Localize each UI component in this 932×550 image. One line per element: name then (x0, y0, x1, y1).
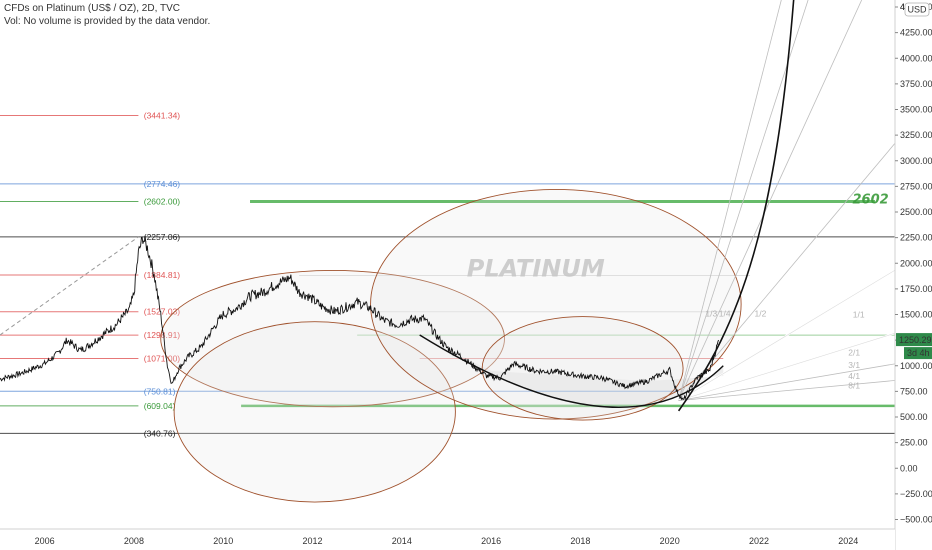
x-tick-label-7: 2020 (660, 536, 680, 546)
x-tick-label-5: 2016 (481, 536, 501, 546)
y-tick-label-16: 500.00 (900, 412, 928, 422)
price-layer (0, 236, 720, 401)
chart-subtitle: Vol: No volume is provided by the data v… (4, 16, 211, 27)
level-label-7: (1071.00) (144, 353, 181, 363)
y-tick-label-8: 2500.00 (900, 207, 932, 217)
y-tick-label-7: 2750.00 (900, 181, 932, 191)
x-tick-label-8: 2022 (749, 536, 769, 546)
level-label-10: (340.76) (144, 428, 176, 438)
last-price-label: 1250.29 (899, 335, 932, 345)
y-tick-label-6: 3000.00 (900, 156, 932, 166)
price-axis-bg (895, 0, 932, 550)
shaded-region (419, 335, 724, 408)
x-tick-label-0: 2006 (35, 536, 55, 546)
curve-layer (419, 0, 795, 412)
y-tick-label-5: 3250.00 (900, 130, 932, 140)
y-top-label: 4 (900, 2, 905, 12)
fan-line-6 (678, 357, 932, 401)
fan-label-6: 4/1 (848, 371, 860, 381)
time-axis-bg (0, 529, 895, 550)
price-series (0, 236, 720, 401)
fan-label-0: 1/3 (705, 309, 717, 319)
y-tick-label-17: 250.00 (900, 438, 928, 448)
chart-title: CFDs on Platinum (US$ / OZ), 2D, TVC (4, 3, 180, 14)
x-tick-label-1: 2008 (124, 536, 144, 546)
dashed-trend (0, 236, 139, 336)
level-label-9: (609.04) (144, 401, 176, 411)
currency-label: USD (907, 5, 927, 15)
level-label-0: (3441.34) (144, 111, 181, 121)
fan-label-4: 2/1 (848, 348, 860, 358)
levels-layer: (3441.34) (2774.46) (2602.00) (2257.06) (188… (0, 111, 932, 438)
level-label-5: (1527.03) (144, 307, 181, 317)
y-tick-label-11: 1750.00 (900, 284, 932, 294)
currency-badge (904, 2, 930, 17)
countdown-label: 3d 4h (907, 348, 930, 358)
fan-line-0 (678, 0, 782, 401)
countdown-badge (904, 347, 932, 360)
annotation-2602: 2602 (853, 192, 889, 207)
y-tick-label-12: 1500.00 (900, 310, 932, 320)
fan-label-7: 8/1 (848, 380, 860, 390)
last-price-badge (896, 333, 932, 347)
level-label-8: (750.81) (144, 386, 176, 396)
annotation-layer: 2602 PLATINUM (467, 192, 889, 282)
ellipse-right (370, 188, 742, 420)
fan-label-5: 3/1 (848, 360, 860, 370)
y-tick-label-1: 4250.00 (900, 28, 932, 38)
x-tick-label-9: 2024 (838, 536, 858, 546)
fan-line-7 (678, 376, 932, 401)
fan-line-2 (678, 0, 863, 401)
fan-label-1: 1/4 (719, 309, 731, 319)
ellipse-lower-left (173, 321, 456, 503)
y-tick-label-10: 2000.00 (900, 258, 932, 268)
x-tick-label-4: 2014 (392, 536, 412, 546)
fan-label-2: 1/2 (755, 309, 767, 319)
x-tick-label-2: 2010 (213, 536, 233, 546)
fan-line-3 (678, 98, 932, 401)
fan-line-edge-4 (678, 247, 932, 401)
y-tick-label-15: 750.00 (900, 386, 928, 396)
level-label-1: (2774.46) (144, 179, 181, 189)
level-label-3: (2257.06) (144, 232, 181, 242)
ellipse-upper-left (160, 269, 505, 408)
level-label-2: (2602.00) (144, 197, 181, 207)
y-tick-label-3: 3750.00 (900, 79, 932, 89)
fill-layer (419, 335, 724, 408)
x-tick-label-3: 2012 (303, 536, 323, 546)
y-tick-label-2: 4000.00 (900, 53, 932, 63)
y-tick-label-9: 2250.00 (900, 233, 932, 243)
level-label-4: (1884.81) (144, 270, 181, 280)
ellipses-layer (160, 188, 742, 503)
x-tick-label-6: 2018 (570, 536, 590, 546)
parabola-right (677, 0, 795, 412)
y-tick-label-20: −500.00 (900, 515, 932, 525)
fan-label-3: 1/1 (853, 310, 865, 320)
y-tick-label-4: 3500.00 (900, 105, 932, 115)
watermark-platinum: PLATINUM (467, 255, 605, 283)
fan-line-edge-5 (678, 321, 932, 401)
y-tick-label-14: 1000.00 (900, 361, 932, 371)
y-tick-label-18: 0.00 (900, 463, 918, 473)
ellipse-small (481, 316, 684, 421)
y-tick-label-19: −250.00 (900, 489, 932, 499)
level-label-6: (1298.91) (144, 330, 181, 340)
fan-layer: 1/3 1/4 1/2 1/1 2/1 3/14/18/1 (678, 0, 932, 402)
